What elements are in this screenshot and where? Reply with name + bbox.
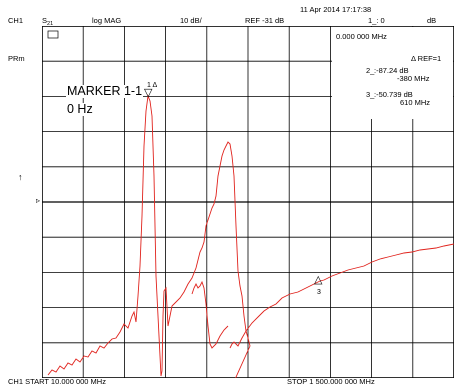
- trace-line: [47, 94, 251, 378]
- marker-box-icon: [47, 30, 59, 39]
- marker-2-id: 2_: [366, 66, 375, 75]
- parameter-label: S21: [42, 16, 54, 28]
- marker-3-value: :-50.739 dB: [374, 90, 413, 99]
- channel-label: CH1: [8, 16, 24, 25]
- start-frequency: CH1 START 10.000 000 MHz: [8, 377, 106, 386]
- marker-1-label: 1 Δ: [147, 82, 158, 89]
- marker-2-frequency: -380 MHz: [397, 74, 430, 83]
- format-label: log MAG: [92, 16, 122, 25]
- marker-readout-value: 1_: 0: [368, 16, 385, 25]
- stop-frequency: STOP 1 500.000 000 MHz: [287, 377, 375, 386]
- marker-1-icon: ▽: [144, 87, 153, 99]
- parameter-subscript: 21: [47, 21, 54, 27]
- graticule: [42, 26, 454, 378]
- marker-frequency-readout: 0.000 000 MHz: [336, 32, 387, 41]
- reference-label: REF -31 dB: [245, 16, 285, 25]
- marker-3-id: 3_: [366, 90, 375, 99]
- marker-3-frequency: 610 MHz: [400, 98, 431, 107]
- marker-readout-unit: dB: [427, 16, 437, 25]
- delta-ref-label: Δ REF=1: [411, 54, 442, 63]
- scale-label: 10 dB/: [180, 16, 202, 25]
- plot-area: [42, 26, 454, 378]
- prm-label: PRm: [8, 54, 25, 63]
- marker-3-label: 3: [317, 289, 321, 296]
- marker-2-value: :-87.24 dB: [374, 66, 409, 75]
- reference-pointer-icon: ▹: [36, 196, 41, 205]
- marker-3-icon: △: [314, 274, 323, 286]
- timestamp: 11 Apr 2014 17:17:38: [300, 5, 372, 14]
- marker-title: MARKER 1-1: [66, 84, 144, 98]
- marker-value: 0 Hz: [66, 102, 94, 116]
- scale-pointer-icon: ↑: [18, 172, 23, 182]
- parameter-s: S: [42, 16, 48, 25]
